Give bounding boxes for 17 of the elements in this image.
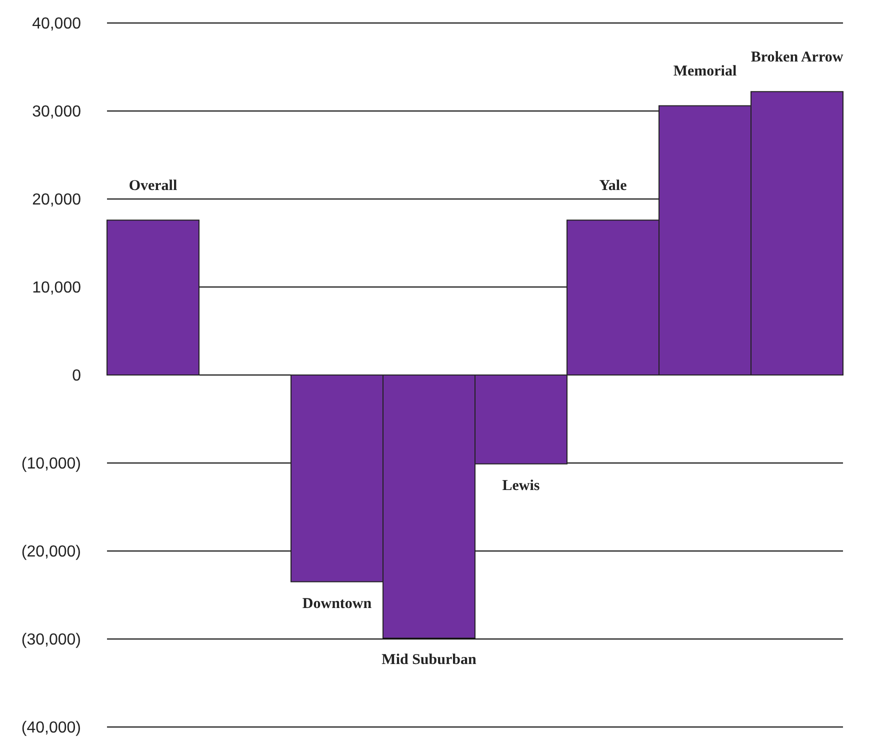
x-tick-label: Lewis bbox=[502, 478, 540, 494]
bar bbox=[106, 220, 200, 376]
y-tick-label: 30,000 bbox=[32, 104, 82, 121]
y-tick-label: 20,000 bbox=[32, 192, 82, 209]
y-tick-label: (20,000) bbox=[21, 544, 81, 561]
y-tick-label: 0 bbox=[72, 368, 82, 385]
x-tick-label: Overall bbox=[128, 178, 178, 194]
y-tick-label: (30,000) bbox=[21, 632, 81, 649]
x-tick-label: Memorial bbox=[673, 64, 737, 80]
x-tick-label: Downtown bbox=[302, 596, 372, 612]
y-tick-label: 40,000 bbox=[32, 16, 82, 33]
y-tick-label: (10,000) bbox=[21, 456, 81, 473]
y-tick-label: (40,000) bbox=[21, 720, 81, 737]
y-tick-label: 10,000 bbox=[32, 280, 82, 297]
x-tick-label: Yale bbox=[599, 178, 628, 194]
x-tick-label: Broken Arrow bbox=[750, 50, 844, 66]
x-tick-label: Mid Suburban bbox=[382, 652, 477, 668]
